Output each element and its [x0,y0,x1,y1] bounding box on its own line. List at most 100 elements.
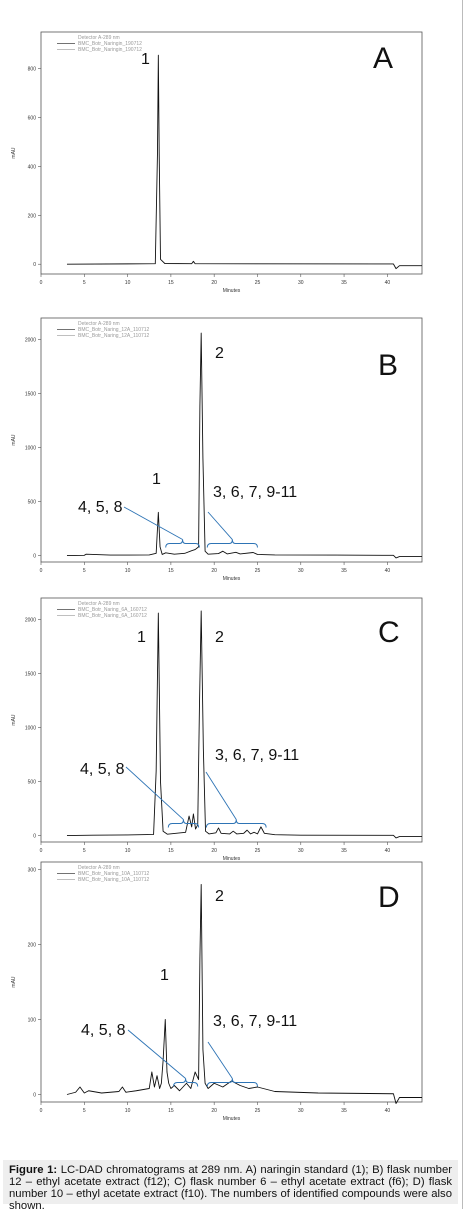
compound-group-leader [205,771,237,820]
compound-group-label: 4, 5, 8 [81,1022,126,1039]
y-axis-title: mAU [11,434,17,446]
x-tick-label: 5 [83,280,86,286]
x-tick-label: 0 [40,280,43,286]
y-tick-label: 200 [28,213,37,219]
legend-entry: BMC_Botr_Naringin_190712 [78,41,142,47]
x-tick-label: 35 [341,848,347,854]
chart-panel-b: 0 5 10 15 20 25 30 35 40 0 500 1000 1500 2000 Minutes m… [11,317,423,582]
x-tick-label: 10 [125,568,131,574]
x-tick-label: 15 [168,568,174,574]
panel-letter: B [378,349,398,382]
y-tick-label: 500 [28,780,37,786]
x-axis-title: Minutes [223,288,241,294]
compound-group-leader [125,766,184,820]
y-tick-label: 2000 [25,618,36,624]
chromatogram-trace [66,884,422,1104]
x-tick-label: 15 [168,280,174,286]
chromatogram-trace [66,610,422,839]
y-tick-label: 300 [28,868,37,874]
compound-group-label: 3, 6, 7, 9-11 [213,1013,297,1030]
panel-letter: D [378,881,400,914]
y-tick-label: 500 [28,500,37,506]
compound-group-label: 3, 6, 7, 9-11 [215,747,299,764]
y-tick-label: 2000 [25,338,36,344]
legend-entry: BMC_Botr_Naring_10A_110712 [78,871,150,877]
y-axis-title: mAU [11,147,17,159]
chart-panel-d: 0 5 10 15 20 25 30 35 40 0 100 200 300 Minutes mAU Dete… [11,861,423,1122]
compound-group-leader [127,1029,186,1079]
x-tick-label: 10 [125,848,131,854]
x-tick-label: 5 [83,568,86,574]
compound-group-bracket [206,1078,258,1087]
legend-entry: BMC_Botr_Naring_12A_110712 [78,333,150,339]
x-tick-label: 40 [385,848,391,854]
x-tick-label: 15 [168,1108,174,1114]
page-right-rule [462,0,463,1209]
chart-panel-a: 0 5 10 15 20 25 30 35 400200400600800MinutesmAUD… [11,31,423,294]
compound-group-leader [207,1041,233,1079]
x-tick-label: 0 [40,568,43,574]
legend-entry: Detector A-289 nm [78,865,120,871]
x-axis-title: Minutes [223,1116,241,1122]
peak-label-2: 2 [215,888,224,905]
peak-label-1: 1 [141,51,150,68]
x-tick-label: 40 [385,280,391,286]
peak-label-2: 2 [215,345,224,362]
x-tick-label: 20 [211,280,217,286]
plot-frame [40,861,423,1103]
chromatogram-trace [66,54,422,270]
x-tick-label: 20 [211,568,217,574]
caption-label: Figure 1: [9,1164,58,1176]
legend-entry: Detector A-289 nm [78,601,120,607]
y-tick-label: 100 [28,1018,37,1024]
x-tick-label: 30 [298,568,304,574]
compound-group-bracket [205,819,267,828]
y-tick-label: 1500 [25,672,36,678]
x-tick-label: 35 [341,568,347,574]
compound-group-bracket [165,539,200,548]
x-axis-title: Minutes [223,576,241,582]
x-tick-label: 10 [125,1108,131,1114]
x-tick-label: 5 [83,848,86,854]
x-tick-label: 15 [168,848,174,854]
x-tick-label: 35 [341,1108,347,1114]
y-tick-label: 200 [28,943,37,949]
x-tick-label: 40 [385,568,391,574]
x-tick-label: 25 [255,280,261,286]
y-tick-label: 1500 [25,392,36,398]
y-tick-label: 600 [28,116,37,122]
x-tick-label: 30 [298,1108,304,1114]
compound-group-bracket [206,539,258,548]
compound-group-label: 3, 6, 7, 9-11 [213,484,297,501]
legend-entry: Detector A-289 nm [78,35,120,41]
x-tick-label: 25 [255,568,261,574]
plot-frame [40,317,423,563]
plot-frame [40,597,423,843]
x-tick-label: 30 [298,280,304,286]
compound-group-label: 4, 5, 8 [78,499,123,516]
x-tick-label: 0 [40,848,43,854]
x-tick-label: 35 [341,280,347,286]
peak-label-1: 1 [152,471,161,488]
y-tick-label: 800 [28,67,37,73]
legend-entry: Detector A-289 nm [78,321,120,327]
y-tick-label: 0 [33,554,36,560]
compound-group-bracket [172,1078,199,1087]
panel-letter: C [378,616,400,649]
x-tick-label: 20 [211,848,217,854]
x-tick-label: 20 [211,1108,217,1114]
x-tick-label: 25 [255,1108,261,1114]
legend-entry: BMC_Botr_Naring_6A_160712 [78,613,147,619]
plot-frame [40,31,423,275]
legend-entry: BMC_Botr_Naring_6A_160712 [78,607,147,613]
x-tick-label: 10 [125,280,131,286]
y-tick-label: 1000 [25,446,36,452]
peak-label-1: 1 [160,967,169,984]
chart-panel-c: 0 5 10 15 20 25 30 35 40 0 500 1000 1500 2000 Minutes m… [11,597,423,862]
x-tick-label: 5 [83,1108,86,1114]
x-tick-label: 30 [298,848,304,854]
peak-label-2: 2 [215,629,224,646]
figure-caption: Figure 1: LC-DAD chromatograms at 289 nm… [3,1160,458,1212]
compound-group-leader [207,511,233,540]
x-tick-label: 40 [385,1108,391,1114]
